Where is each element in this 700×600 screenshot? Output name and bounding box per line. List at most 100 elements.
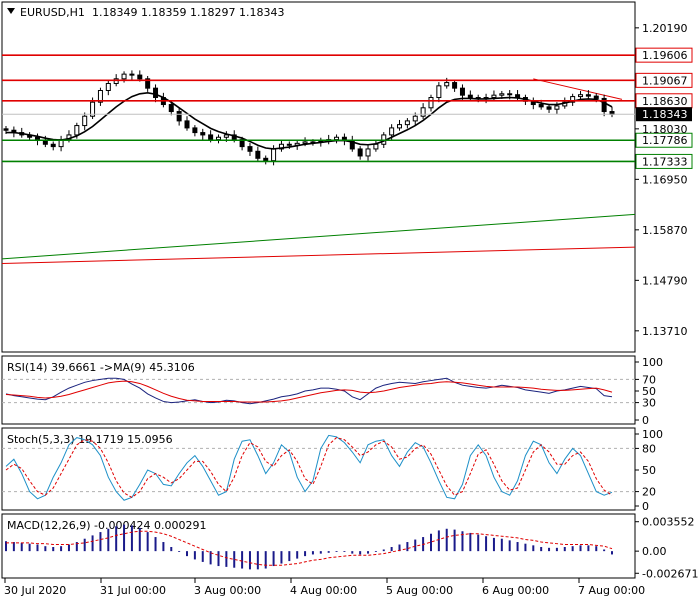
signal-line bbox=[5, 437, 613, 498]
candle-body bbox=[42, 140, 48, 145]
candle-body bbox=[90, 101, 96, 117]
candle-body bbox=[105, 82, 111, 92]
candle-body bbox=[192, 127, 198, 134]
candle-body bbox=[176, 111, 182, 122]
rsi-lines bbox=[5, 377, 613, 405]
trendlines bbox=[1, 78, 636, 264]
macd-signal-line bbox=[6, 530, 613, 566]
osc-tick-label: 80 bbox=[642, 442, 656, 455]
price-axis: 1.20190 1.18030 1.16950 1.15870 1.14790 1.137… bbox=[635, 22, 688, 338]
price-panel bbox=[1, 1, 636, 353]
candle-body bbox=[507, 93, 513, 96]
rsi-title: RSI(14) 39.6661 ->MA(9) 45.3106 bbox=[7, 361, 195, 374]
time-tick-label: 6 Aug 00:00 bbox=[482, 584, 549, 597]
price-tick-label: 1.18030 bbox=[642, 123, 688, 136]
osc-tick-label: 30 bbox=[642, 397, 656, 410]
level-label: 1.19067 bbox=[642, 74, 688, 87]
candle-body bbox=[97, 90, 103, 103]
candle-body bbox=[3, 128, 9, 131]
support-resistance-levels: 1.19606 1.19067 1.18630 1.17786 1.17333 bbox=[2, 47, 693, 169]
macd-tick-label: 0.003552 bbox=[642, 516, 695, 529]
candle-body bbox=[145, 78, 151, 89]
level-label: 1.18630 bbox=[642, 95, 688, 108]
candle-body bbox=[50, 143, 56, 148]
price-tick-label: 1.13710 bbox=[642, 325, 688, 338]
osc-tick-label: 0 bbox=[642, 414, 649, 427]
macd-tick-label: 0.00 bbox=[642, 545, 667, 558]
osc-tick-label: 100 bbox=[642, 356, 663, 369]
current-price-marker: 1.18343 bbox=[2, 107, 692, 122]
level-label: 1.17333 bbox=[642, 155, 688, 168]
time-tick-label: 30 Jul 2020 bbox=[4, 584, 66, 597]
level-label-box bbox=[635, 153, 693, 169]
candle-body bbox=[452, 82, 458, 89]
candle-body bbox=[601, 97, 607, 113]
candle-body bbox=[121, 73, 127, 80]
candle-body bbox=[365, 148, 371, 157]
time-tick-label: 31 Jul 00:00 bbox=[100, 584, 166, 597]
candle-body bbox=[373, 143, 379, 150]
macd-signal bbox=[6, 530, 613, 566]
time-tick-label: 7 Aug 00:00 bbox=[578, 584, 645, 597]
candle-body bbox=[578, 94, 584, 98]
osc-tick-label: 0 bbox=[642, 500, 649, 513]
candle-body bbox=[271, 148, 277, 162]
level-label-box bbox=[635, 72, 693, 88]
candle-body bbox=[286, 143, 292, 146]
current-price-box bbox=[636, 107, 692, 122]
time-tick-label: 5 Aug 00:00 bbox=[386, 584, 453, 597]
candle-body bbox=[444, 82, 450, 87]
candle-body bbox=[137, 74, 143, 80]
current-price-label: 1.18343 bbox=[642, 108, 688, 121]
rising-trendline-red bbox=[1, 246, 636, 264]
level-label: 1.19606 bbox=[642, 49, 688, 62]
candle-body bbox=[168, 104, 174, 113]
ohlc-values: 1.18349 1.18359 1.18297 1.18343 bbox=[92, 6, 284, 19]
time-tick-label: 4 Aug 00:00 bbox=[290, 584, 357, 597]
candle-body bbox=[585, 94, 591, 97]
ma-line bbox=[5, 380, 613, 403]
falling-trendline bbox=[533, 78, 623, 100]
candle-body bbox=[459, 87, 465, 96]
macd-title: MACD(12,26,9) -0.000424 0.000291 bbox=[7, 519, 206, 532]
candle-body bbox=[428, 97, 434, 109]
price-tick-label: 1.14790 bbox=[642, 274, 688, 287]
price-tick-label: 1.20190 bbox=[642, 22, 688, 35]
level-label: 1.17786 bbox=[642, 134, 688, 147]
osc-tick-label: 100 bbox=[642, 428, 663, 441]
main-line bbox=[5, 434, 613, 501]
price-tick-label: 1.16950 bbox=[642, 173, 688, 186]
triangle-down-icon[interactable] bbox=[7, 8, 15, 14]
candle-body bbox=[436, 85, 442, 99]
candle-body bbox=[538, 104, 544, 108]
level-label-box bbox=[635, 132, 693, 148]
stoch-title: Stoch(5,3,3) 19.1719 15.0956 bbox=[7, 433, 173, 446]
candle-body bbox=[82, 115, 88, 127]
candle-body bbox=[200, 132, 206, 136]
symbol-label: EURUSD,H1 bbox=[20, 6, 85, 19]
candle-body bbox=[223, 134, 229, 138]
stoch-panel bbox=[1, 427, 636, 511]
candle-body bbox=[515, 94, 521, 99]
candle-body bbox=[412, 115, 418, 122]
candle-body bbox=[467, 94, 473, 99]
candle-body bbox=[129, 73, 135, 76]
candle-body bbox=[499, 93, 505, 96]
macd-axis: 0.003552 0.00 -0.002671 bbox=[635, 516, 698, 580]
candles bbox=[3, 70, 615, 166]
rising-trendline-green bbox=[1, 213, 636, 260]
candle-body bbox=[215, 136, 221, 141]
candle-body bbox=[357, 148, 363, 157]
candle-body bbox=[263, 157, 269, 162]
osc-tick-label: 20 bbox=[642, 486, 656, 499]
candle-body bbox=[184, 120, 190, 129]
price-tick-label: 1.15870 bbox=[642, 224, 688, 237]
candle-body bbox=[334, 136, 340, 141]
candle-body bbox=[546, 106, 552, 110]
candle-body bbox=[593, 95, 599, 99]
candle-body bbox=[554, 105, 560, 110]
candle-body bbox=[247, 146, 253, 152]
